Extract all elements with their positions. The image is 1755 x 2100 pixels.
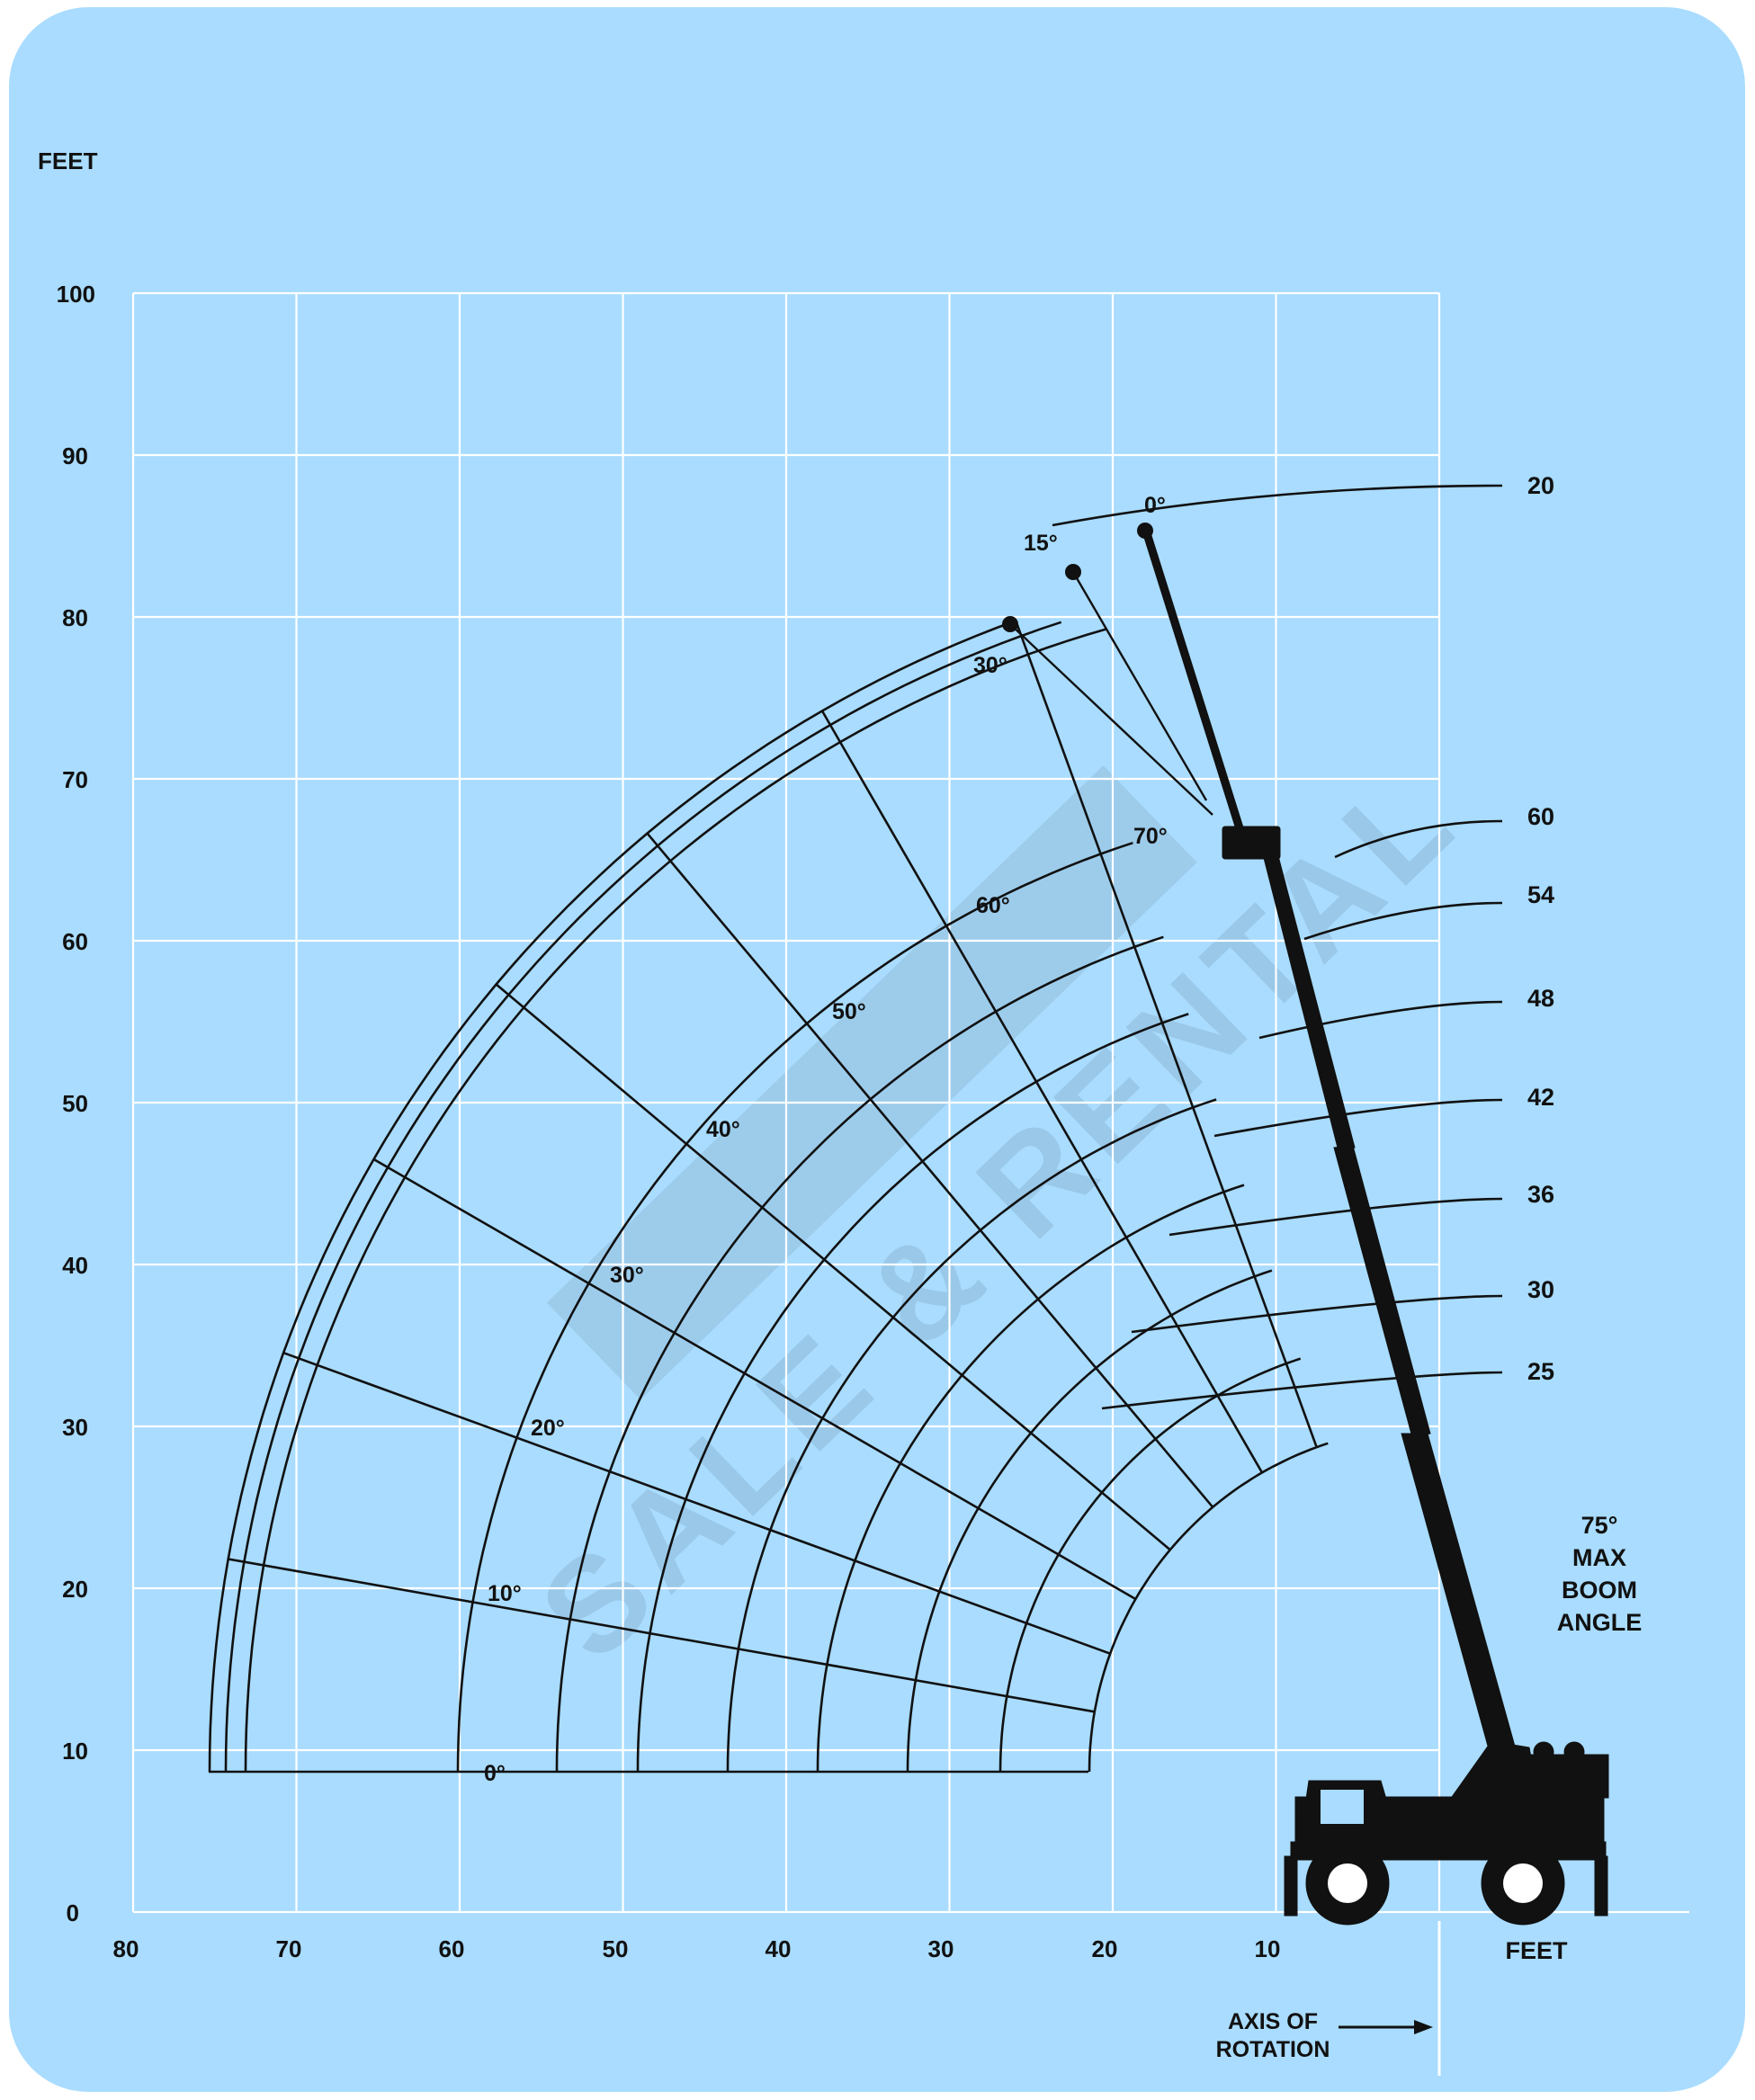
rear-outrigger xyxy=(1594,1855,1608,1917)
y-tick-label: 70 xyxy=(62,766,88,793)
boom-length-arc-extension xyxy=(1169,1197,1503,1237)
boom-section-tip xyxy=(1141,526,1244,830)
boom-angle-labels: 0° 10° 20° 30° 40° 50° 60° 70° xyxy=(484,824,1168,1786)
boom-head xyxy=(1222,826,1281,860)
range-curves xyxy=(208,484,1503,1774)
jib-envelope-arc xyxy=(208,619,1016,1773)
y-tick-label: 10 xyxy=(62,1738,88,1765)
x-tick-label: 70 xyxy=(276,1935,302,1962)
x-tick-label: 30 xyxy=(928,1935,954,1962)
y-axis: FEET 0 10 20 30 40 50 60 70 80 90 100 xyxy=(38,147,98,1926)
max-boom-angle-note: 75° MAX BOOM ANGLE xyxy=(1557,1512,1643,1636)
jib-envelope-arc xyxy=(244,627,1107,1773)
x-tick-label: 60 xyxy=(439,1935,465,1962)
boom-angle-line-10 xyxy=(228,1558,1096,1713)
boom-angle-line-60 xyxy=(820,710,1264,1474)
y-tick-label: 50 xyxy=(62,1090,88,1117)
max-angle-line2: MAX xyxy=(1572,1544,1626,1571)
max-angle-line3: BOOM xyxy=(1562,1577,1637,1604)
telehandler-silhouette xyxy=(1141,526,1609,1926)
boom-length-arc-extension xyxy=(1131,1294,1503,1334)
boom-angle-label: 20° xyxy=(531,1416,565,1441)
axis-of-rotation-label-2: ROTATION xyxy=(1216,2037,1330,2062)
axis-of-rotation: AXIS OF ROTATION xyxy=(1216,1921,1441,2076)
jib-line-30 xyxy=(1009,623,1213,816)
max-angle-line4: ANGLE xyxy=(1557,1609,1643,1636)
boom-angle-label: 30° xyxy=(610,1263,644,1288)
jib-tip-15 xyxy=(1065,564,1081,580)
boom-length-labels: 20 60 54 48 42 36 30 25 xyxy=(1527,472,1554,1385)
boom-length-label: 54 xyxy=(1527,881,1554,908)
x-axis: 80 70 60 50 40 30 20 10 FEET xyxy=(113,1935,1568,1964)
x-tick-label: 50 xyxy=(603,1935,629,1962)
range-chart: SALE & RENTAL FEET 0 10 20 30 40 50 60 7… xyxy=(38,147,1689,2076)
boom-angle-line-40 xyxy=(495,983,1171,1551)
boom-length-label: 48 xyxy=(1527,985,1554,1012)
max-angle-line1: 75° xyxy=(1581,1512,1618,1539)
grid xyxy=(131,291,1689,1914)
jib-angle-label: 15° xyxy=(1024,531,1058,556)
rear-light xyxy=(1563,1741,1585,1763)
y-tick-label: 80 xyxy=(62,604,88,631)
boom-length-arc-extension xyxy=(1303,901,1503,941)
jib-angle-labels: 0° 15° 30° xyxy=(973,493,1166,678)
x-tick-label: 20 xyxy=(1092,1935,1118,1962)
x-tick-label: 80 xyxy=(113,1935,139,1962)
y-tick-label: 30 xyxy=(62,1414,88,1441)
boom-angle-label: 70° xyxy=(1133,824,1168,849)
front-wheel-hub xyxy=(1328,1863,1367,1903)
x-tick-label: 10 xyxy=(1255,1935,1281,1962)
boom-section-base xyxy=(1401,1433,1519,1766)
jib-lines xyxy=(1009,571,1213,816)
boom-length-label: 30 xyxy=(1527,1276,1554,1303)
boom-angle-line-70 xyxy=(1014,620,1318,1448)
x-tick-label: 40 xyxy=(766,1935,792,1962)
y-tick-label: 0 xyxy=(67,1899,79,1926)
axis-of-rotation-label-1: AXIS OF xyxy=(1228,2009,1318,2034)
chart-panel: SALE & RENTAL FEET 0 10 20 30 40 50 60 7… xyxy=(9,7,1745,2092)
y-axis-unit: FEET xyxy=(38,147,98,174)
y-tick-label: 40 xyxy=(62,1252,88,1279)
jib-tips xyxy=(1002,523,1153,632)
jib-tip-0 xyxy=(1137,523,1153,539)
boom-angle-line-20 xyxy=(282,1351,1111,1655)
boom-length-label: 60 xyxy=(1527,803,1554,830)
boom-length-arc-extension xyxy=(1213,1098,1503,1138)
jib-tip-30 xyxy=(1002,616,1018,632)
jib-angle-label: 30° xyxy=(973,653,1007,678)
boom-angle-line-50 xyxy=(646,832,1214,1508)
boom-angle-line-30 xyxy=(372,1157,1137,1601)
boom-length-arc-extension xyxy=(1334,819,1503,859)
boom-length-label: 36 xyxy=(1527,1181,1554,1208)
y-tick-label: 100 xyxy=(57,281,95,308)
boom-angle-label: 10° xyxy=(488,1581,522,1606)
boom-angle-label: 40° xyxy=(706,1117,740,1142)
boom-length-arc-extension xyxy=(1258,1000,1503,1040)
boom-length-label: 42 xyxy=(1527,1084,1554,1111)
boom-length-label: 20 xyxy=(1527,472,1554,499)
boom-length-arc xyxy=(998,1357,1302,1773)
x-axis-unit: FEET xyxy=(1505,1937,1568,1964)
y-tick-label: 90 xyxy=(62,442,88,469)
watermark: SALE & RENTAL xyxy=(511,739,1486,1688)
cab-window xyxy=(1321,1790,1364,1824)
boom-section-mid xyxy=(1333,1145,1431,1438)
y-tick-label: 20 xyxy=(62,1576,88,1603)
boom-angle-label: 50° xyxy=(832,999,866,1024)
jib-line-15 xyxy=(1071,571,1208,801)
boom-length-label: 25 xyxy=(1527,1358,1554,1385)
jib-angle-label: 0° xyxy=(1144,493,1166,518)
rear-light xyxy=(1533,1741,1554,1763)
boom-length-arc-extension xyxy=(1101,1371,1503,1410)
boom-length-arc-extension xyxy=(1052,484,1503,527)
boom-angle-label: 0° xyxy=(484,1761,506,1786)
arrow-right-icon xyxy=(1414,2020,1433,2034)
boom-angle-label: 60° xyxy=(976,893,1010,918)
rear-wheel-hub xyxy=(1503,1863,1543,1903)
front-outrigger xyxy=(1284,1855,1298,1917)
boom-length-arc xyxy=(1088,1442,1329,1773)
y-tick-label: 60 xyxy=(62,928,88,955)
